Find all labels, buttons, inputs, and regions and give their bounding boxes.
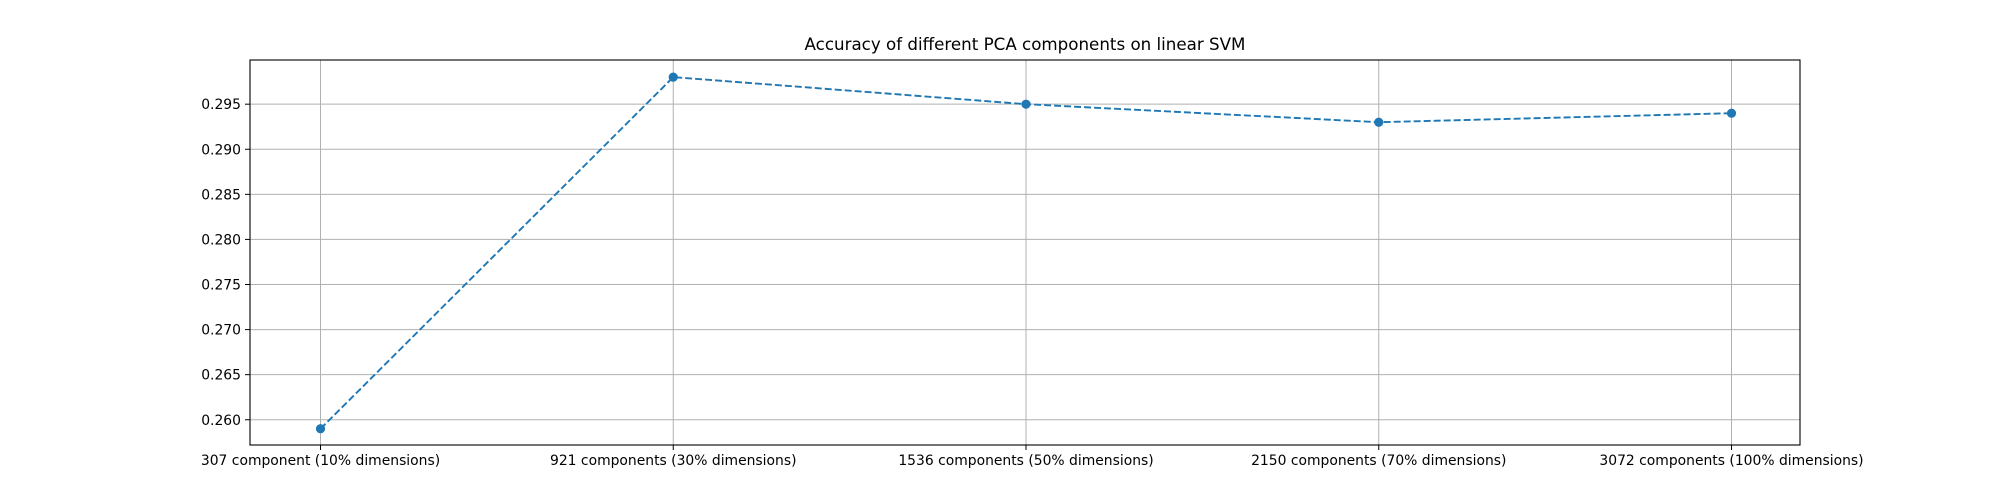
data-point [1021, 99, 1031, 109]
x-tick-label: 307 component (10% dimensions) [201, 453, 440, 469]
x-tick-label: 921 components (30% dimensions) [550, 453, 796, 469]
series-group [315, 72, 1737, 434]
data-point [1726, 108, 1737, 118]
x-tick-label: 2150 components (70% dimensions) [1251, 453, 1506, 469]
y-tick-label: 0.295 [201, 97, 241, 113]
chart-title: Accuracy of different PCA components on … [805, 34, 1246, 54]
data-point [315, 424, 326, 434]
y-tick-label: 0.290 [201, 142, 241, 158]
y-axis: 0.260 0.265 0.270 0.275 0.280 0.285 0.290 0.295 [201, 97, 250, 429]
x-tick-label: 1536 components (50% dimensions) [898, 453, 1153, 469]
y-tick-label: 0.275 [201, 278, 241, 294]
x-tick-label: 3072 components (100% dimensions) [1599, 453, 1863, 469]
y-tick-label: 0.285 [201, 187, 241, 203]
y-tick-label: 0.265 [201, 368, 241, 384]
y-tick-label: 0.280 [201, 232, 241, 248]
y-tick-label: 0.260 [201, 413, 241, 429]
data-point [1374, 117, 1384, 127]
x-axis: 307 component (10% dimensions) 921 compon… [201, 445, 1864, 469]
data-point [668, 72, 678, 82]
y-tick-label: 0.270 [201, 323, 241, 339]
plot-frame [249, 59, 1801, 446]
